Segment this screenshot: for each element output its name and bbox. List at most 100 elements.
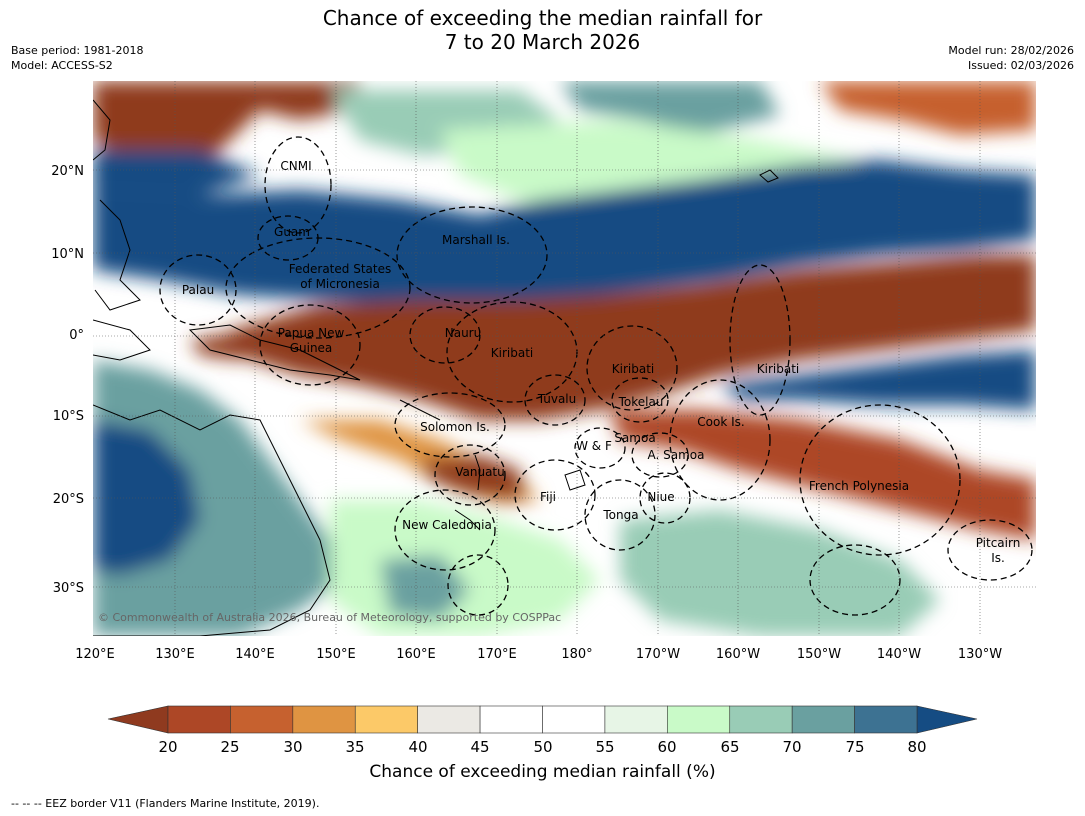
lon-tick: 140°E [235, 647, 275, 662]
label-marshall: Marshall Is. [442, 233, 510, 247]
wet-core-coral-sea [93, 420, 200, 575]
eez-palau [159, 254, 237, 326]
model-name: Model: ACCESS-S2 [11, 59, 113, 72]
meta-left: Base period: 1981-2018 Model: ACCESS-S2 [11, 43, 143, 73]
label-wallis-futuna: W & F [576, 439, 612, 453]
label-fiji: Fiji [540, 490, 556, 504]
solomon-coast [399, 399, 441, 421]
colorbar-tick: 65 [720, 738, 739, 756]
eez-solomon [394, 392, 506, 458]
base-period: Base period: 1981-2018 [11, 44, 144, 57]
label-kiribati-3: Kiribati [757, 362, 799, 376]
vanuatu-coast [474, 454, 481, 491]
label-vanuatu: Vanuatu [455, 465, 505, 479]
eez-footnote: -- -- -- EEZ border V11 (Flanders Marine… [11, 797, 320, 810]
lat-tick: 20°N [51, 164, 84, 179]
lon-tick: 170°E [477, 647, 517, 662]
lon-tick: 150°E [316, 647, 356, 662]
australia-coast [93, 404, 331, 636]
colorbar-tick: 80 [907, 738, 926, 756]
colorbar: 20 25 30 35 40 45 50 55 60 65 70 75 80 [107, 705, 978, 756]
label-tuvalu: Tuvalu [537, 392, 577, 406]
colorbar-cell [542, 705, 606, 734]
wet-zone-north [560, 81, 780, 135]
label-nauru: Nauru [445, 326, 481, 340]
philippines-coast [94, 199, 141, 311]
label-tonga: Tonga [602, 508, 638, 522]
lon-tick: 180° [561, 647, 592, 662]
colorbar-tick: 40 [408, 738, 427, 756]
colorbar-cell [230, 705, 294, 734]
label-cnmi: CNMI [280, 159, 311, 173]
eez-vanuatu [434, 444, 506, 506]
wet-patch-south [380, 555, 470, 620]
region-labels: CNMI Guam Marshall Is. Federated States … [182, 159, 1020, 565]
eez-fiji [514, 459, 596, 531]
label-micronesia-1: Federated States [289, 262, 391, 276]
dry-band-french-polynesia [610, 410, 1036, 540]
colorbar-tick: 45 [470, 738, 489, 756]
dry-core-vanuatu [420, 455, 525, 500]
eez-nauru [409, 306, 481, 364]
dry-band-equatorial [230, 255, 1036, 420]
eez-tonga [584, 479, 656, 551]
lon-axis: 120°E 130°E 140°E 150°E 160°E 170°E 180°… [75, 647, 1002, 662]
eez-micronesia [225, 237, 411, 339]
label-solomon: Solomon Is. [420, 420, 490, 434]
wet-zone-philippine-sea [93, 150, 260, 195]
colorbar-cell [791, 705, 855, 734]
new-guinea-coast [188, 324, 361, 381]
colorbar-cell [604, 705, 668, 734]
label-samoa: Samoa [614, 431, 655, 445]
colorbar-tick: 30 [283, 738, 302, 756]
eez-tokelau [611, 377, 669, 423]
eez-png [259, 304, 361, 386]
eez-tuvalu [524, 374, 586, 426]
colorbar-tick: 25 [220, 738, 239, 756]
label-png-1: Papua New [278, 326, 345, 340]
gridlines [93, 81, 1036, 636]
dry-zone-ne [820, 81, 1036, 135]
lat-tick: 0° [69, 328, 84, 343]
dry-zone-png [190, 330, 290, 360]
lat-tick: 30°S [53, 581, 84, 596]
eez-kiribati-phoenix [586, 325, 678, 411]
colorbar-title: Chance of exceeding median rainfall (%) [369, 762, 716, 782]
eez-borders [159, 136, 1033, 616]
label-png-2: Guinea [290, 341, 333, 355]
rainfall-field [93, 81, 1036, 636]
colorbar-extend-high [916, 705, 978, 734]
label-american-samoa: A. Samoa [648, 448, 705, 462]
label-french-polynesia: French Polynesia [809, 479, 909, 493]
colorbar-tick: 50 [533, 738, 552, 756]
title-line-2: 7 to 20 March 2026 [444, 30, 641, 54]
colorbar-tick: 75 [845, 738, 864, 756]
meta-right: Model run: 28/02/2026 Issued: 02/03/2026 [948, 43, 1074, 73]
eez-kiribati-line [729, 264, 791, 416]
eez-french-polynesia [799, 404, 961, 556]
lon-tick: 150°W [797, 647, 841, 662]
model-run: Model run: 28/02/2026 [948, 44, 1074, 57]
moist-zone-south [620, 510, 940, 636]
label-pitcairn-1: Pitcairn [976, 536, 1021, 550]
wet-band-north [93, 160, 1036, 305]
lon-tick: 170°W [636, 647, 680, 662]
eez-cnmi [264, 136, 332, 234]
colorbar-cell [854, 705, 918, 734]
label-niue: Niue [647, 490, 674, 504]
lon-tick: 160°E [396, 647, 436, 662]
label-guam: Guam [274, 225, 310, 239]
eez-austral [809, 544, 901, 616]
colorbar-extend-low [107, 705, 169, 734]
colorbar-ticks: 20 25 30 35 40 45 50 55 60 65 70 75 80 [158, 738, 926, 756]
new-caledonia-coast [454, 509, 481, 531]
colorbar-tick: 55 [595, 738, 614, 756]
title-line-1: Chance of exceeding the median rainfall … [322, 6, 763, 30]
label-tokelau: Tokelau [618, 395, 664, 409]
colorbar-cell [354, 705, 418, 734]
eez-samoa [631, 432, 689, 478]
lon-tick: 140°W [877, 647, 921, 662]
label-micronesia-2: of Micronesia [300, 277, 380, 291]
eez-norfolk [447, 554, 509, 616]
